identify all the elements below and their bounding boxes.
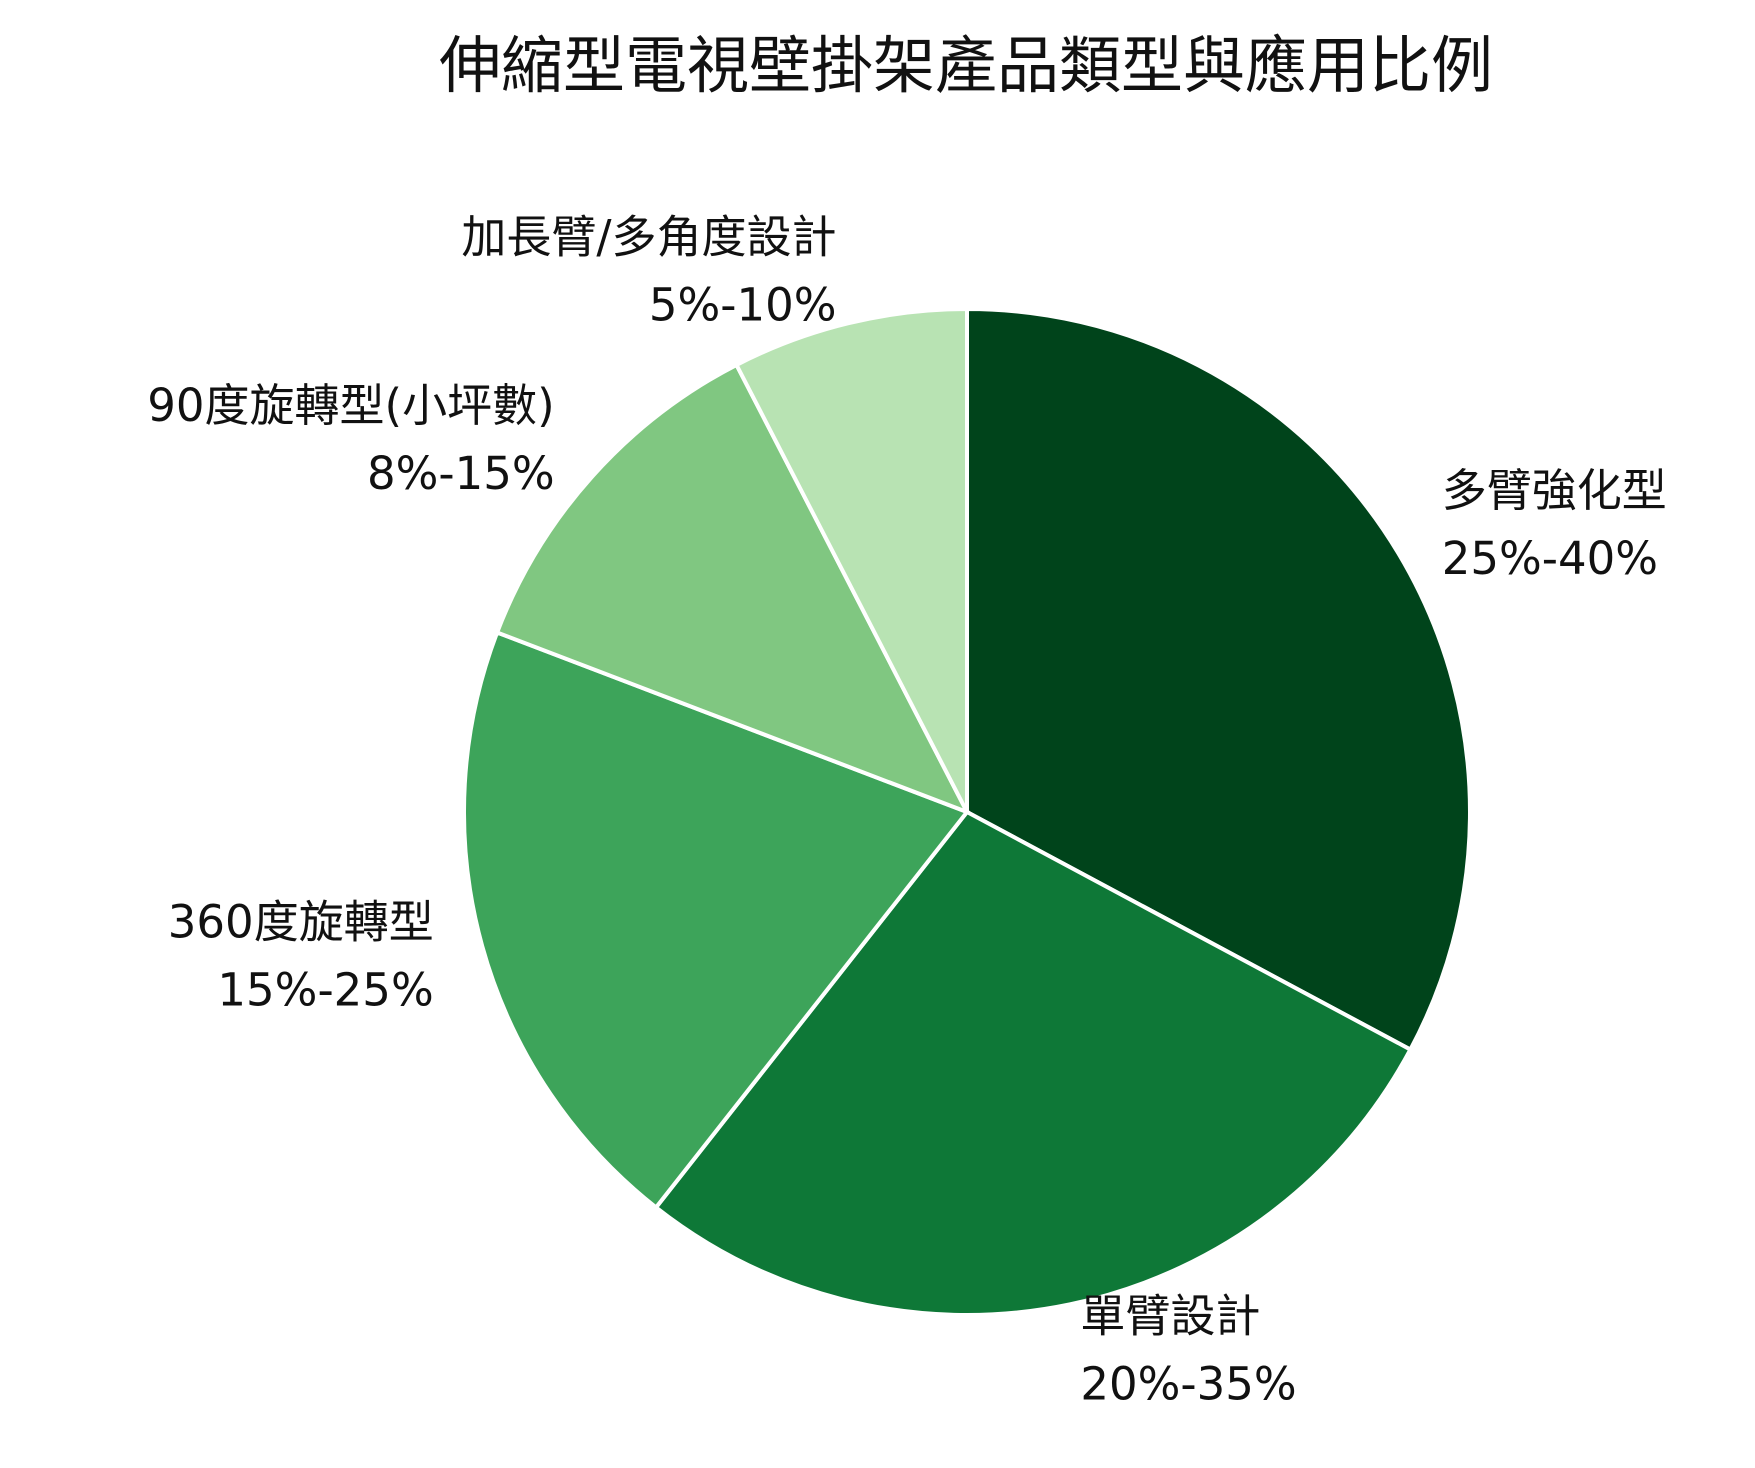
pie-slice [494,362,972,816]
pie-slice [965,306,1472,1053]
chart-title: 伸縮型電視壁掛架產品類型與應用比例 [439,29,1493,102]
slice-value-label: 5%-10% [649,278,837,331]
slice-label: 單臂設計 [1080,1290,1260,1343]
slice-label: 加長臂/多角度設計 [461,210,836,263]
pie-slice [653,809,1414,1317]
slice-value-label: 8%-15% [367,447,555,500]
slice-value-label: 20%-35% [1080,1358,1296,1411]
slice-value-label: 15%-25% [217,963,433,1016]
slice-value-label: 25%-40% [1442,532,1658,585]
slice-label: 多臂強化型 [1442,464,1667,517]
pie-slice [462,629,971,1211]
slice-label: 90度旋轉型(小坪數) [147,379,554,432]
slice-label: 360度旋轉型 [168,895,434,948]
pie-slice [733,306,969,813]
